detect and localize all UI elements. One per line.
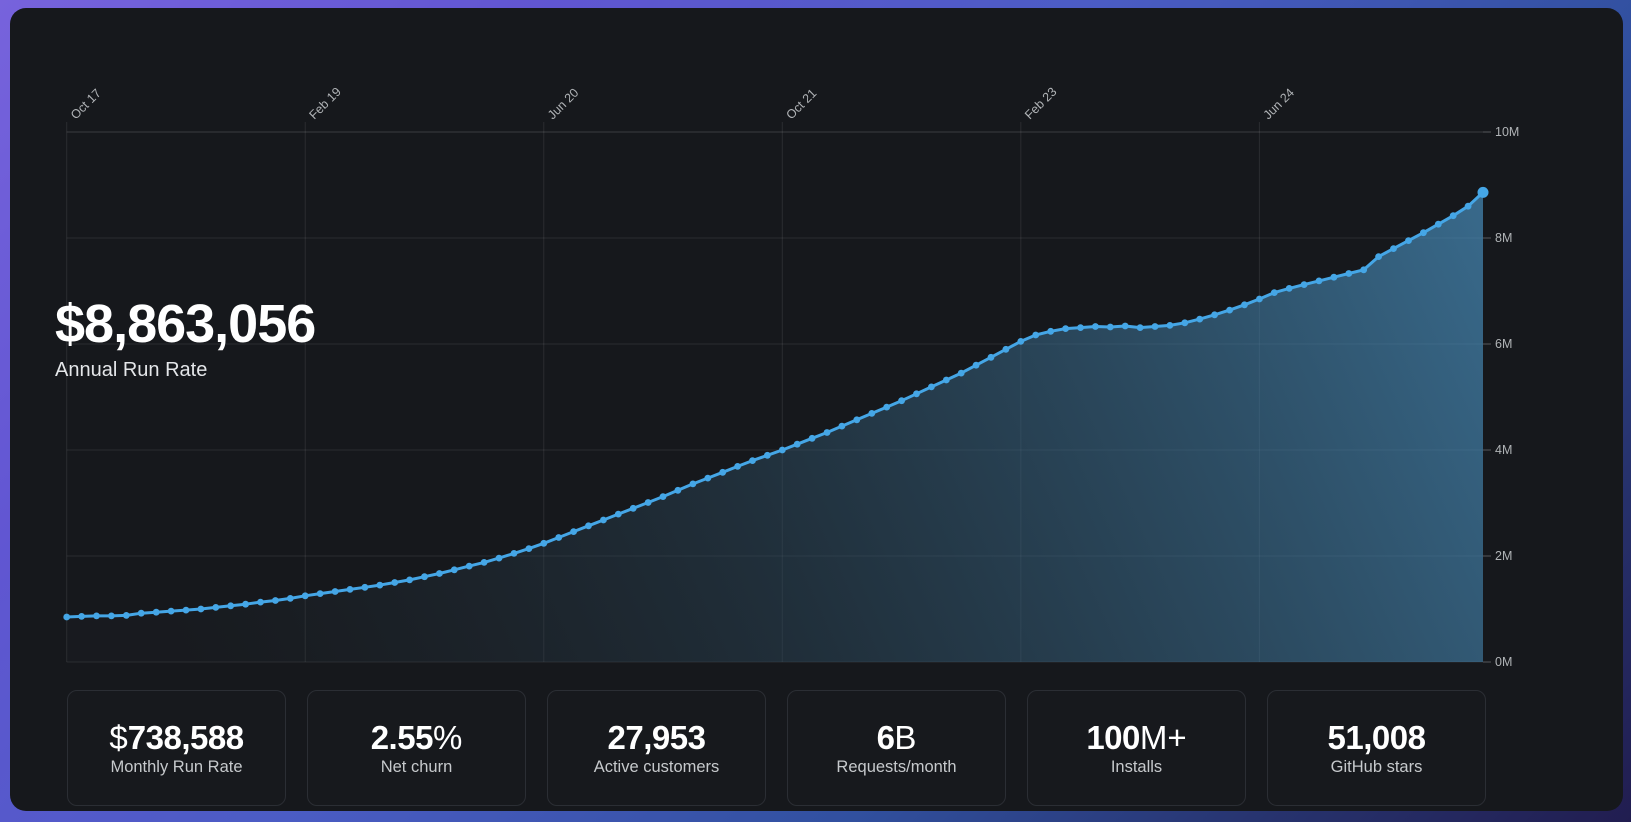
- stat-card-active-customers: 27,953 Active customers: [547, 690, 766, 806]
- svg-text:Oct 21: Oct 21: [784, 86, 820, 122]
- stat-value-number: 27,953: [607, 718, 706, 756]
- svg-text:2M: 2M: [1495, 549, 1512, 563]
- stat-card-requests-month: 6B Requests/month: [787, 690, 1006, 806]
- svg-text:Feb 19: Feb 19: [306, 85, 343, 122]
- stat-label: Net churn: [380, 758, 453, 777]
- stat-label: Installs: [1110, 758, 1163, 777]
- stat-card-net-churn: 2.55% Net churn: [307, 690, 526, 806]
- stat-value-suffix: %: [432, 718, 463, 756]
- stat-value-suffix: M+: [1139, 718, 1187, 756]
- stat-value: 100M+: [1086, 719, 1186, 757]
- stat-cards-row: $738,588 Monthly Run Rate 2.55% Net chur…: [67, 690, 1486, 806]
- svg-text:6M: 6M: [1495, 337, 1512, 351]
- stat-card-github-stars: 51,008 GitHub stars: [1267, 690, 1486, 806]
- stat-value-number: 2.55: [370, 718, 434, 756]
- dashboard-panel: 10M 8M 6M 4M 2M 0M Oct 17 Feb 19 Jun 20 Oct 21 Feb…: [10, 8, 1623, 811]
- stat-card-monthly-run-rate: $738,588 Monthly Run Rate: [67, 690, 286, 806]
- stat-value: 6B: [877, 719, 917, 757]
- stat-label: Active customers: [593, 758, 720, 777]
- stat-value-number: 738,588: [127, 718, 244, 756]
- stat-value-suffix: B: [894, 718, 917, 756]
- svg-text:Jun 24: Jun 24: [1261, 86, 1297, 122]
- headline: $8,863,056 Annual Run Rate: [55, 294, 316, 382]
- svg-text:10M: 10M: [1495, 125, 1519, 139]
- annual-run-rate-label: Annual Run Rate: [55, 359, 208, 381]
- stat-card-installs: 100M+ Installs: [1027, 690, 1246, 806]
- stat-value: $738,588: [109, 718, 244, 757]
- svg-text:8M: 8M: [1495, 231, 1512, 245]
- svg-text:4M: 4M: [1495, 443, 1512, 457]
- svg-text:Feb 23: Feb 23: [1022, 85, 1059, 122]
- stat-value-number: 100: [1086, 718, 1140, 756]
- stat-label: Requests/month: [836, 758, 957, 777]
- stat-value: 2.55%: [371, 719, 463, 757]
- arr-area-chart: 10M 8M 6M 4M 2M 0M Oct 17 Feb 19 Jun 20 Oct 21 Feb…: [63, 85, 1519, 669]
- stat-value: 51,008: [1328, 719, 1426, 757]
- svg-text:0M: 0M: [1495, 655, 1512, 669]
- svg-text:Jun 20: Jun 20: [545, 86, 581, 122]
- stat-value-prefix: $: [109, 718, 128, 756]
- stat-value: 27,953: [608, 719, 706, 757]
- stat-label: GitHub stars: [1330, 758, 1423, 777]
- stat-label: Monthly Run Rate: [110, 758, 243, 777]
- svg-text:Oct 17: Oct 17: [68, 86, 104, 122]
- stat-value-number: 6: [876, 718, 895, 756]
- stat-value-number: 51,008: [1327, 718, 1426, 756]
- annual-run-rate-value: $8,863,056: [55, 294, 316, 354]
